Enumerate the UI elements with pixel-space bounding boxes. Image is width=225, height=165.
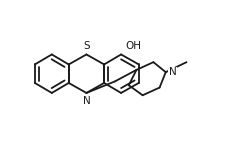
Text: N: N xyxy=(83,96,90,106)
Text: N: N xyxy=(169,67,177,77)
Text: S: S xyxy=(83,41,90,51)
Text: OH: OH xyxy=(125,41,141,51)
